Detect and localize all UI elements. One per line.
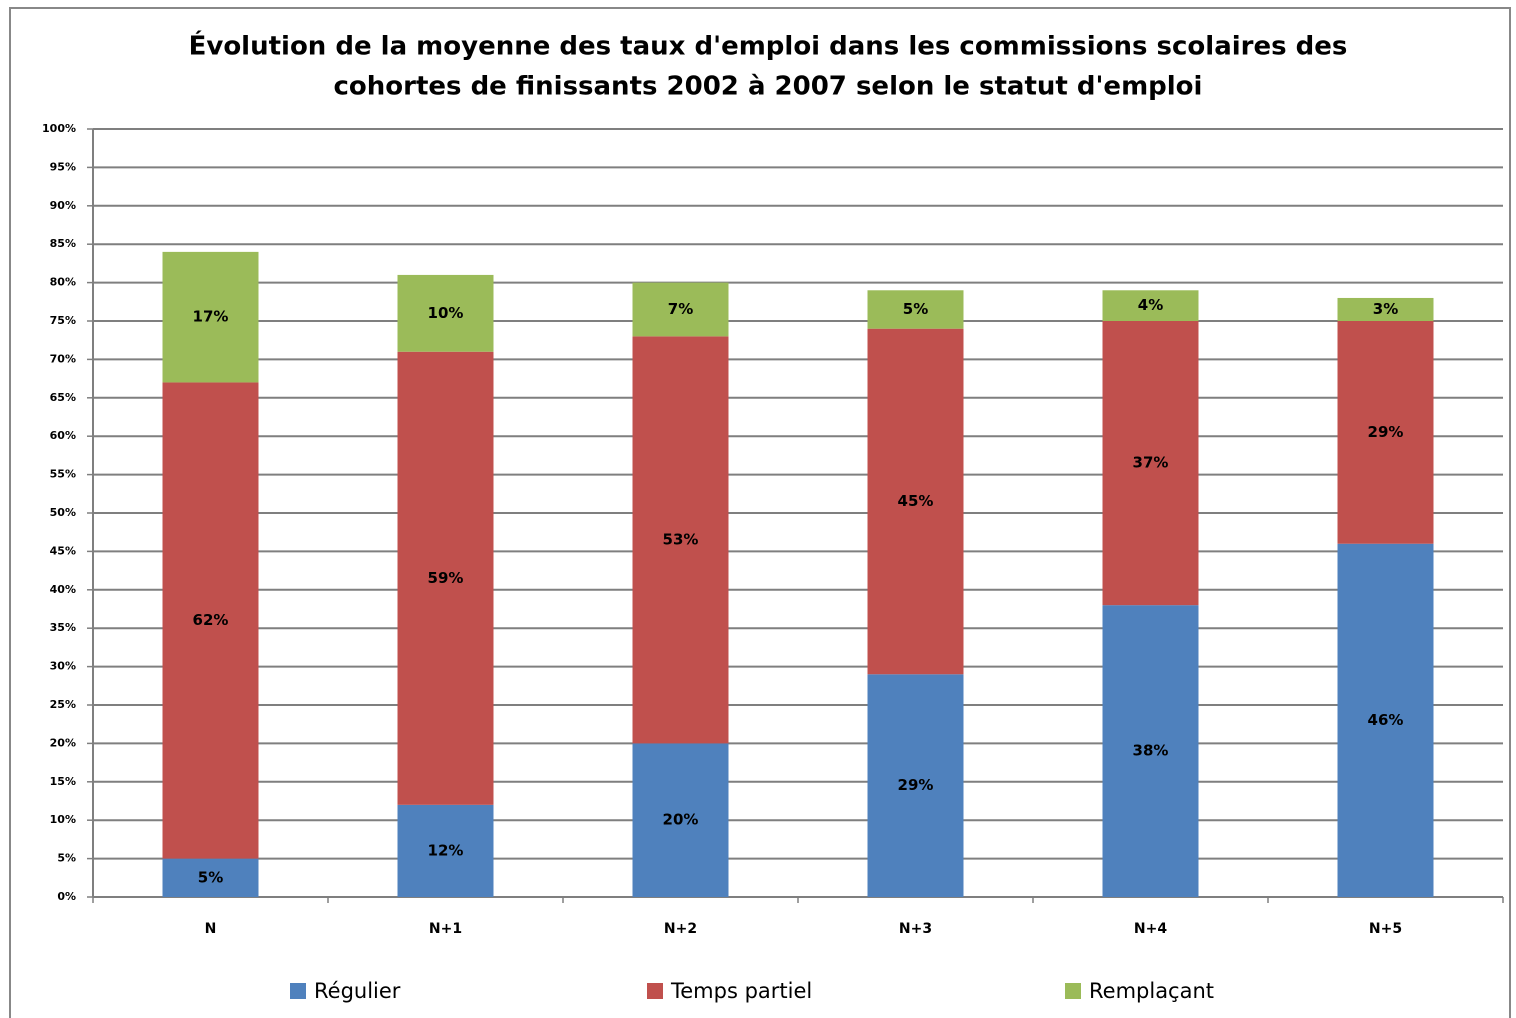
data-label: 53% bbox=[663, 530, 699, 548]
bar-segment bbox=[1102, 321, 1199, 606]
data-label: 10% bbox=[428, 304, 464, 322]
bar-segment bbox=[1337, 321, 1434, 544]
chart-title: cohortes de finissants 2002 à 2007 selon… bbox=[334, 72, 1203, 102]
data-label: 3% bbox=[1373, 300, 1398, 318]
data-label: 20% bbox=[663, 811, 699, 829]
bar-segment bbox=[397, 804, 494, 897]
y-tick-label: 50% bbox=[50, 506, 76, 519]
data-label: 29% bbox=[1368, 423, 1404, 441]
bar-segment bbox=[162, 382, 259, 859]
y-tick-label: 45% bbox=[50, 544, 76, 557]
x-tick-label: N+3 bbox=[899, 921, 932, 937]
y-tick-label: 70% bbox=[50, 352, 76, 365]
y-tick-label: 15% bbox=[50, 775, 76, 788]
data-label: 12% bbox=[428, 841, 464, 859]
bar-segment bbox=[1337, 297, 1434, 321]
x-tick-label: N+5 bbox=[1369, 921, 1402, 937]
y-tick-label: 5% bbox=[57, 852, 76, 865]
y-tick-label: 10% bbox=[50, 813, 76, 826]
data-label: 59% bbox=[428, 569, 464, 587]
bar-segment bbox=[1102, 605, 1199, 897]
data-label: 4% bbox=[1138, 296, 1163, 314]
data-label: 29% bbox=[898, 776, 934, 794]
x-tick-label: N bbox=[205, 921, 217, 937]
data-label: 62% bbox=[193, 611, 229, 629]
data-label: 5% bbox=[903, 300, 928, 318]
y-tick-label: 30% bbox=[50, 660, 76, 673]
y-tick-label: 25% bbox=[50, 698, 76, 711]
bar-segment bbox=[632, 743, 729, 897]
bar-segment bbox=[397, 274, 494, 352]
data-label: 17% bbox=[193, 308, 229, 326]
bar-segment bbox=[162, 251, 259, 383]
data-label: 7% bbox=[668, 300, 693, 318]
y-tick-label: 55% bbox=[50, 468, 76, 481]
x-tick-label: N+2 bbox=[664, 921, 697, 937]
legend-swatch bbox=[290, 983, 306, 999]
legend-label: Temps partiel bbox=[670, 979, 812, 1003]
legend-swatch bbox=[1065, 983, 1081, 999]
y-tick-label: 100% bbox=[42, 122, 76, 135]
bar-segment bbox=[867, 674, 964, 897]
y-tick-label: 20% bbox=[50, 736, 76, 749]
bar-segment bbox=[397, 351, 494, 805]
y-tick-label: 35% bbox=[50, 621, 76, 634]
data-label: 46% bbox=[1368, 711, 1404, 729]
data-label: 38% bbox=[1133, 742, 1169, 760]
y-tick-label: 95% bbox=[50, 160, 76, 173]
bar-segment bbox=[867, 290, 964, 329]
chart-title: Évolution de la moyenne des taux d'emplo… bbox=[189, 30, 1348, 62]
legend-label: Remplaçant bbox=[1089, 979, 1214, 1003]
data-label: 37% bbox=[1133, 454, 1169, 472]
data-label: 45% bbox=[898, 492, 934, 510]
y-tick-label: 60% bbox=[50, 429, 76, 442]
bar-segment bbox=[632, 282, 729, 337]
y-tick-label: 75% bbox=[50, 314, 76, 327]
y-tick-label: 80% bbox=[50, 276, 76, 289]
legend-swatch bbox=[647, 983, 663, 999]
y-tick-label: 85% bbox=[50, 237, 76, 250]
x-tick-label: N+4 bbox=[1134, 921, 1167, 937]
y-tick-label: 90% bbox=[50, 199, 76, 212]
data-label: 5% bbox=[198, 868, 223, 886]
legend-label: Régulier bbox=[314, 979, 401, 1003]
bar-segment bbox=[1102, 290, 1199, 321]
bar-segment bbox=[162, 858, 259, 897]
y-tick-label: 40% bbox=[50, 583, 76, 596]
y-tick-label: 0% bbox=[57, 890, 76, 903]
bar-segment bbox=[632, 336, 729, 744]
bar-segment bbox=[867, 328, 964, 675]
bar-segment bbox=[1337, 543, 1434, 897]
x-tick-label: N+1 bbox=[429, 921, 462, 937]
y-tick-label: 65% bbox=[50, 391, 76, 404]
chart-frame bbox=[9, 7, 1511, 1018]
